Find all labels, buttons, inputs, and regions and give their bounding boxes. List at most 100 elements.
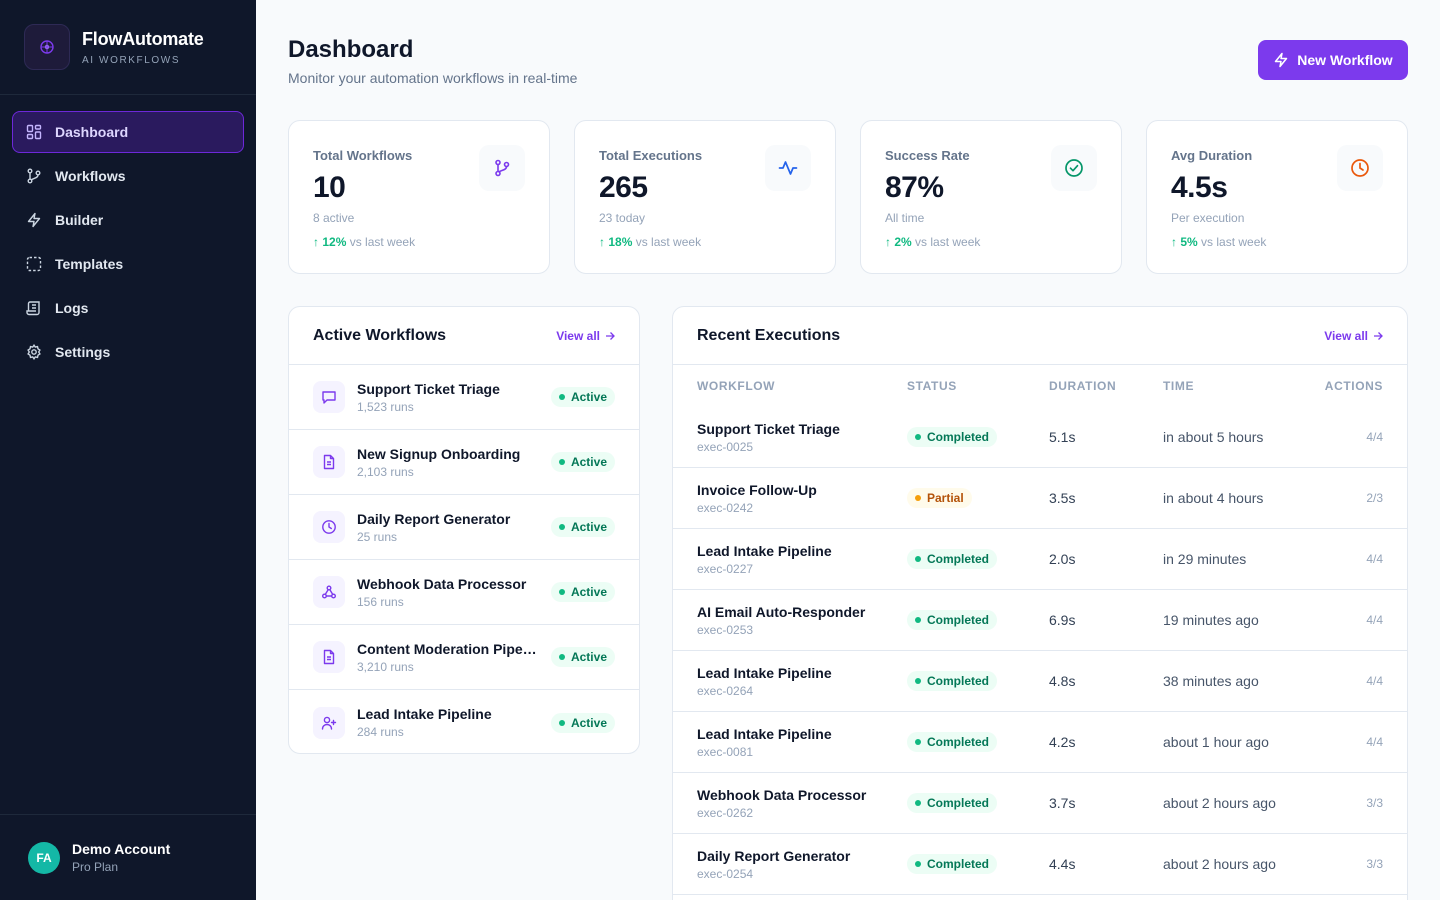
status-badge: Completed xyxy=(907,610,998,630)
stat-sub: 8 active xyxy=(313,211,355,225)
workflow-runs: 156 runs xyxy=(357,594,404,609)
sidebar-item-workflows[interactable]: Workflows xyxy=(12,155,244,197)
view-all-link[interactable]: View all xyxy=(1324,329,1383,343)
execution-actions: 4/4 xyxy=(1366,613,1383,627)
stat-sub: All time xyxy=(885,211,925,225)
workflow-name: Daily Report Generator xyxy=(357,510,511,527)
column-header: WORKFLOW xyxy=(697,379,776,393)
gear-icon xyxy=(26,344,42,360)
execution-actions: 4/4 xyxy=(1366,430,1383,444)
workflow-name: Lead Intake Pipeline xyxy=(357,706,492,722)
sidebar-item-settings[interactable]: Settings xyxy=(12,331,244,373)
status-badge: Completed xyxy=(907,427,998,447)
recent-executions-card: Recent Executions View all WORKFLOW STAT… xyxy=(672,306,1408,900)
column-header: DURATION xyxy=(1049,379,1117,393)
execution-time: 38 minutes ago xyxy=(1163,673,1259,689)
sidebar-nav: Dashboard Workflows Builder Templates Lo… xyxy=(0,95,256,391)
card-title: Active Workflows xyxy=(313,326,447,344)
table-row[interactable]: Webhook Data Processor exec-0262 Completed… xyxy=(673,773,1407,834)
execution-time: about 2 hours ago xyxy=(1163,856,1276,872)
status-badge: Active xyxy=(550,517,615,537)
list-item[interactable]: New Signup Onboarding 2,103 runs Active xyxy=(289,430,639,495)
execution-duration: 3.5s xyxy=(1049,490,1076,506)
execution-workflow: AI Email Auto-Responder xyxy=(697,603,866,620)
stat-trend: ↑ 5% vs last week xyxy=(1171,235,1267,249)
stat-trend-text: vs last week xyxy=(635,235,702,249)
stat-trend-value: 5% xyxy=(1180,235,1198,249)
table-row[interactable]: Support Ticket Triage exec-0025 Completed 5… xyxy=(673,407,1407,468)
status-badge: Completed xyxy=(907,549,998,569)
status-badge: Completed xyxy=(907,732,998,752)
workflow-runs: 2,103 runs xyxy=(357,464,414,479)
execution-workflow: Lead Intake Pipeline xyxy=(697,542,832,559)
status-badge: Completed xyxy=(907,793,998,813)
workflow-runs: 25 runs xyxy=(357,529,398,544)
view-all-label: View all xyxy=(556,328,600,343)
table-row[interactable]: Invoice Follow-Up exec-0242 Partial 3.5s in … xyxy=(673,468,1407,529)
workflow-runs: 284 runs xyxy=(357,725,404,739)
status-badge: Completed xyxy=(907,854,998,874)
stat-trend-value: 12% xyxy=(322,235,347,249)
stat-value: 10 xyxy=(313,171,346,204)
status-badge: Active xyxy=(550,712,615,733)
execution-actions: 3/3 xyxy=(1366,796,1383,810)
sidebar-item-builder[interactable]: Builder xyxy=(12,199,244,241)
execution-actions: 3/3 xyxy=(1366,857,1383,871)
sidebar-item-label: Settings xyxy=(55,344,111,360)
workflow-name: Webhook Data Processor xyxy=(357,575,527,592)
list-item[interactable]: Support Ticket Triage 1,523 runs Active xyxy=(289,365,639,430)
sidebar: FlowAutomate AI WORKFLOWS Dashboard Work… xyxy=(0,0,256,900)
zap-icon xyxy=(26,212,42,228)
list-item[interactable]: Daily Report Generator 25 runs Active xyxy=(289,495,639,560)
execution-duration: 4.4s xyxy=(1049,856,1076,872)
scroll-icon xyxy=(26,300,42,316)
table-row[interactable]: Lead Intake Pipeline exec-0264 Completed 4.… xyxy=(673,651,1407,712)
table-row[interactable]: Lead Intake Pipeline exec-0081 Completed 4.… xyxy=(673,712,1407,773)
page-subtitle: Monitor your automation workflows in rea… xyxy=(288,70,578,86)
new-workflow-button[interactable]: New Workflow xyxy=(1258,40,1408,80)
brand: FlowAutomate AI WORKFLOWS xyxy=(0,0,256,95)
git-branch-icon xyxy=(26,168,42,184)
table-row[interactable]: Lead Intake Pipeline exec-0227 Completed 2.… xyxy=(673,529,1407,590)
stat-value: 87% xyxy=(885,171,944,204)
execution-duration: 5.1s xyxy=(1049,429,1076,445)
clock-icon xyxy=(313,511,345,543)
sidebar-item-logs[interactable]: Logs xyxy=(12,287,244,329)
brand-logo-icon xyxy=(24,24,70,70)
workflow-list: Support Ticket Triage 1,523 runs Active N… xyxy=(289,365,639,753)
status-badge: Completed xyxy=(907,671,998,691)
list-item[interactable]: Content Moderation Pipeli... 3,210 runs A… xyxy=(289,625,639,690)
list-item[interactable]: Webhook Data Processor 156 runs Active xyxy=(289,560,639,625)
stat-trend: ↑ 18% vs last week xyxy=(599,235,702,249)
stat-trend-text: vs last week xyxy=(1201,235,1267,249)
new-workflow-label: New Workflow xyxy=(1297,52,1393,68)
sidebar-item-dashboard[interactable]: Dashboard xyxy=(12,111,244,153)
workflow-runs: 3,210 runs xyxy=(357,659,414,674)
stat-label: Avg Duration xyxy=(1171,148,1253,163)
stat-trend-value: 18% xyxy=(608,235,633,249)
execution-id: exec-0262 xyxy=(697,805,754,820)
active-workflows-card: Active Workflows View all Support Ticket… xyxy=(288,306,640,754)
execution-duration: 3.7s xyxy=(1049,795,1076,811)
arrow-right-icon xyxy=(606,331,615,340)
executions-table: WORKFLOW STATUS DURATION TIME ACTIONS Su… xyxy=(673,365,1407,895)
column-header: ACTIONS xyxy=(1324,379,1383,393)
table-row[interactable]: AI Email Auto-Responder exec-0253 Complete… xyxy=(673,590,1407,651)
zap-icon xyxy=(1275,52,1288,68)
stat-card-total-executions: Total Executions 265 23 today ↑ 18% vs l… xyxy=(574,120,836,274)
execution-actions: 4/4 xyxy=(1366,674,1383,688)
view-all-link[interactable]: View all xyxy=(556,329,615,343)
stat-value: 4.5s xyxy=(1171,171,1228,204)
account-menu[interactable]: FA Demo Account Pro Plan xyxy=(0,814,256,900)
execution-id: exec-0227 xyxy=(697,561,754,576)
card-title: Recent Executions xyxy=(697,326,841,344)
account-plan: Pro Plan xyxy=(72,860,119,874)
column-header: STATUS xyxy=(907,379,957,393)
table-row[interactable]: Daily Report Generator exec-0254 Completed… xyxy=(673,834,1407,895)
file-text-icon xyxy=(313,641,345,673)
execution-workflow: Daily Report Generator xyxy=(697,847,851,864)
list-item[interactable]: Lead Intake Pipeline 284 runs Active xyxy=(289,690,639,753)
sidebar-item-label: Builder xyxy=(55,212,104,228)
sidebar-item-templates[interactable]: Templates xyxy=(12,243,244,285)
workflow-name: Content Moderation Pipeli... xyxy=(357,640,539,657)
